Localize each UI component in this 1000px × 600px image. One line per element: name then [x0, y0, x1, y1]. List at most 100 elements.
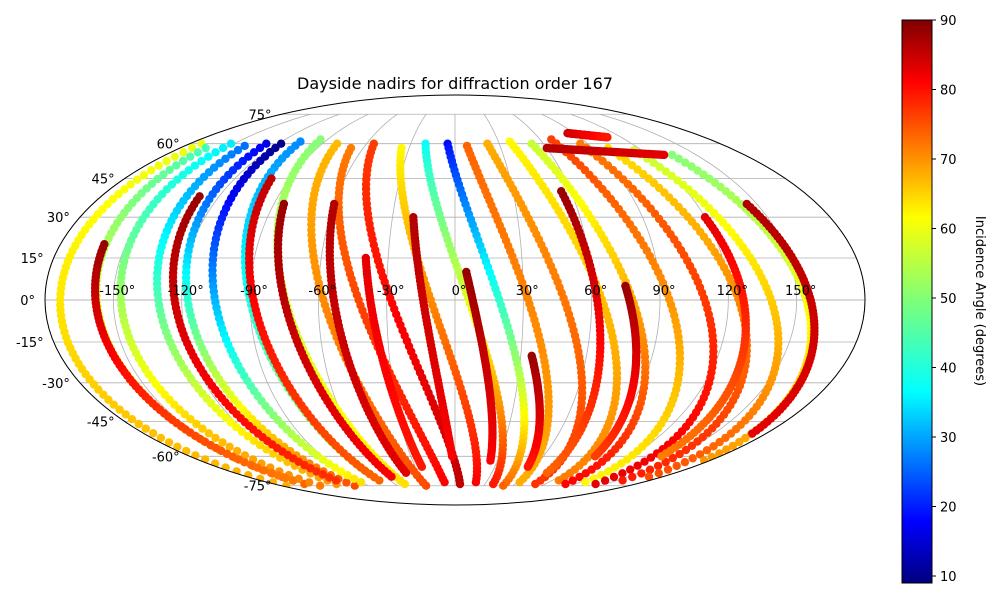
ground-track-30 — [409, 213, 457, 461]
grid-meridian — [599, 113, 798, 487]
nadir-point — [225, 442, 234, 451]
lon-tick-label: -120° — [168, 284, 204, 299]
nadir-point — [342, 478, 351, 487]
nadir-point — [198, 424, 207, 433]
nadir-point — [154, 161, 163, 170]
nadir-point — [232, 423, 241, 432]
nadir-point — [172, 161, 181, 170]
nadir-point — [147, 166, 156, 175]
nadir-point — [663, 465, 673, 474]
nadir-point — [655, 162, 664, 172]
nadir-point — [179, 148, 188, 157]
nadir-point — [173, 442, 182, 451]
nadir-point — [561, 479, 570, 489]
nadir-point — [681, 158, 690, 167]
nadir-point — [626, 465, 635, 474]
nadir-point — [649, 158, 658, 167]
nadir-point — [531, 479, 540, 489]
lat-tick-label: 30° — [47, 211, 70, 226]
nadir-point — [581, 478, 590, 487]
ground-track-32 — [523, 351, 544, 471]
ground-track-18 — [527, 139, 650, 489]
nadir-point — [661, 167, 670, 176]
nadir-point — [699, 170, 708, 179]
ground-track-26 — [245, 174, 384, 485]
nadir-point — [120, 185, 129, 194]
colorbar-ticks: 10 20 30 40 50 60 70 80 90 — [932, 14, 957, 585]
nadir-point — [126, 180, 135, 189]
colorbar-tick-label: 10 — [940, 570, 957, 585]
colorbar-label: Incidence Angle (degrees) — [972, 216, 987, 386]
nadir-point — [417, 462, 427, 471]
nadir-point — [471, 478, 481, 487]
ground-track-4 — [152, 141, 341, 489]
nadir-point — [266, 468, 276, 478]
nadir-point — [600, 476, 610, 485]
ground-track-5 — [181, 139, 359, 490]
nadir-point — [243, 432, 253, 441]
nadir-point — [114, 190, 123, 199]
nadir-point — [108, 195, 118, 204]
nadir-point — [609, 472, 619, 482]
nadir-point — [218, 438, 227, 447]
nadir-point — [387, 472, 396, 481]
nadir-point — [240, 141, 249, 151]
nadir-point — [343, 471, 352, 480]
nadir-point — [304, 478, 314, 487]
nadir-point — [193, 148, 202, 157]
nadir-point — [221, 154, 230, 163]
nadir-point — [186, 152, 195, 161]
nadir-point — [575, 472, 584, 482]
nadir-point — [646, 453, 656, 462]
lat-tick-label: -30° — [42, 377, 70, 392]
nadir-point — [667, 171, 676, 181]
nadir-point — [182, 446, 191, 456]
data-points — [56, 129, 819, 490]
nadir-point — [603, 133, 612, 142]
colorbar: 10 20 30 40 50 60 70 80 90 Incidence Angle (degr… — [901, 14, 987, 585]
nadir-point — [211, 148, 220, 157]
nadir-point — [693, 166, 702, 175]
ground-track-38 — [563, 129, 612, 142]
nadir-point — [633, 165, 642, 174]
nadir-point — [568, 476, 577, 485]
nadir-point — [741, 433, 750, 443]
nadir-point — [178, 170, 187, 180]
nadir-point — [331, 476, 341, 485]
nadir-point — [165, 165, 174, 175]
nadir-point — [618, 469, 627, 478]
nadir-point — [156, 433, 166, 443]
nadir-point — [115, 405, 124, 414]
nadir-point — [180, 410, 190, 419]
nadir-point — [628, 472, 637, 482]
lon-tick-label: 60° — [584, 284, 607, 299]
nadir-point — [728, 441, 738, 451]
nadir-point — [695, 450, 705, 459]
colorbar-tick-label: 60 — [940, 223, 957, 238]
colorbar-tick-label: 70 — [940, 153, 957, 168]
grid-meridian — [512, 113, 593, 487]
nadir-point — [489, 479, 498, 489]
grid-meridian — [483, 114, 524, 486]
nadir-point — [672, 461, 681, 471]
nadir-point — [255, 143, 265, 153]
ground-track-28 — [325, 199, 411, 477]
lon-tick-label: -150° — [99, 284, 135, 299]
ground-track-17 — [505, 137, 622, 485]
nadir-point — [709, 442, 718, 451]
nadir-point — [668, 453, 677, 463]
lon-tick-label: 30° — [516, 284, 539, 299]
ground-track-20 — [576, 139, 718, 489]
nadir-point — [204, 152, 213, 161]
nadir-point — [633, 461, 642, 470]
nadir-point — [324, 459, 334, 468]
nadir-point — [675, 449, 684, 459]
nadir-point — [139, 170, 149, 180]
lat-tick-label: 15° — [21, 252, 44, 267]
ground-track-33 — [590, 281, 641, 461]
chart-title: Dayside nadirs for diffraction order 167 — [297, 74, 613, 93]
colorbar-tick-label: 20 — [940, 501, 957, 516]
nadir-point — [133, 175, 142, 184]
nadir-point — [233, 145, 243, 155]
